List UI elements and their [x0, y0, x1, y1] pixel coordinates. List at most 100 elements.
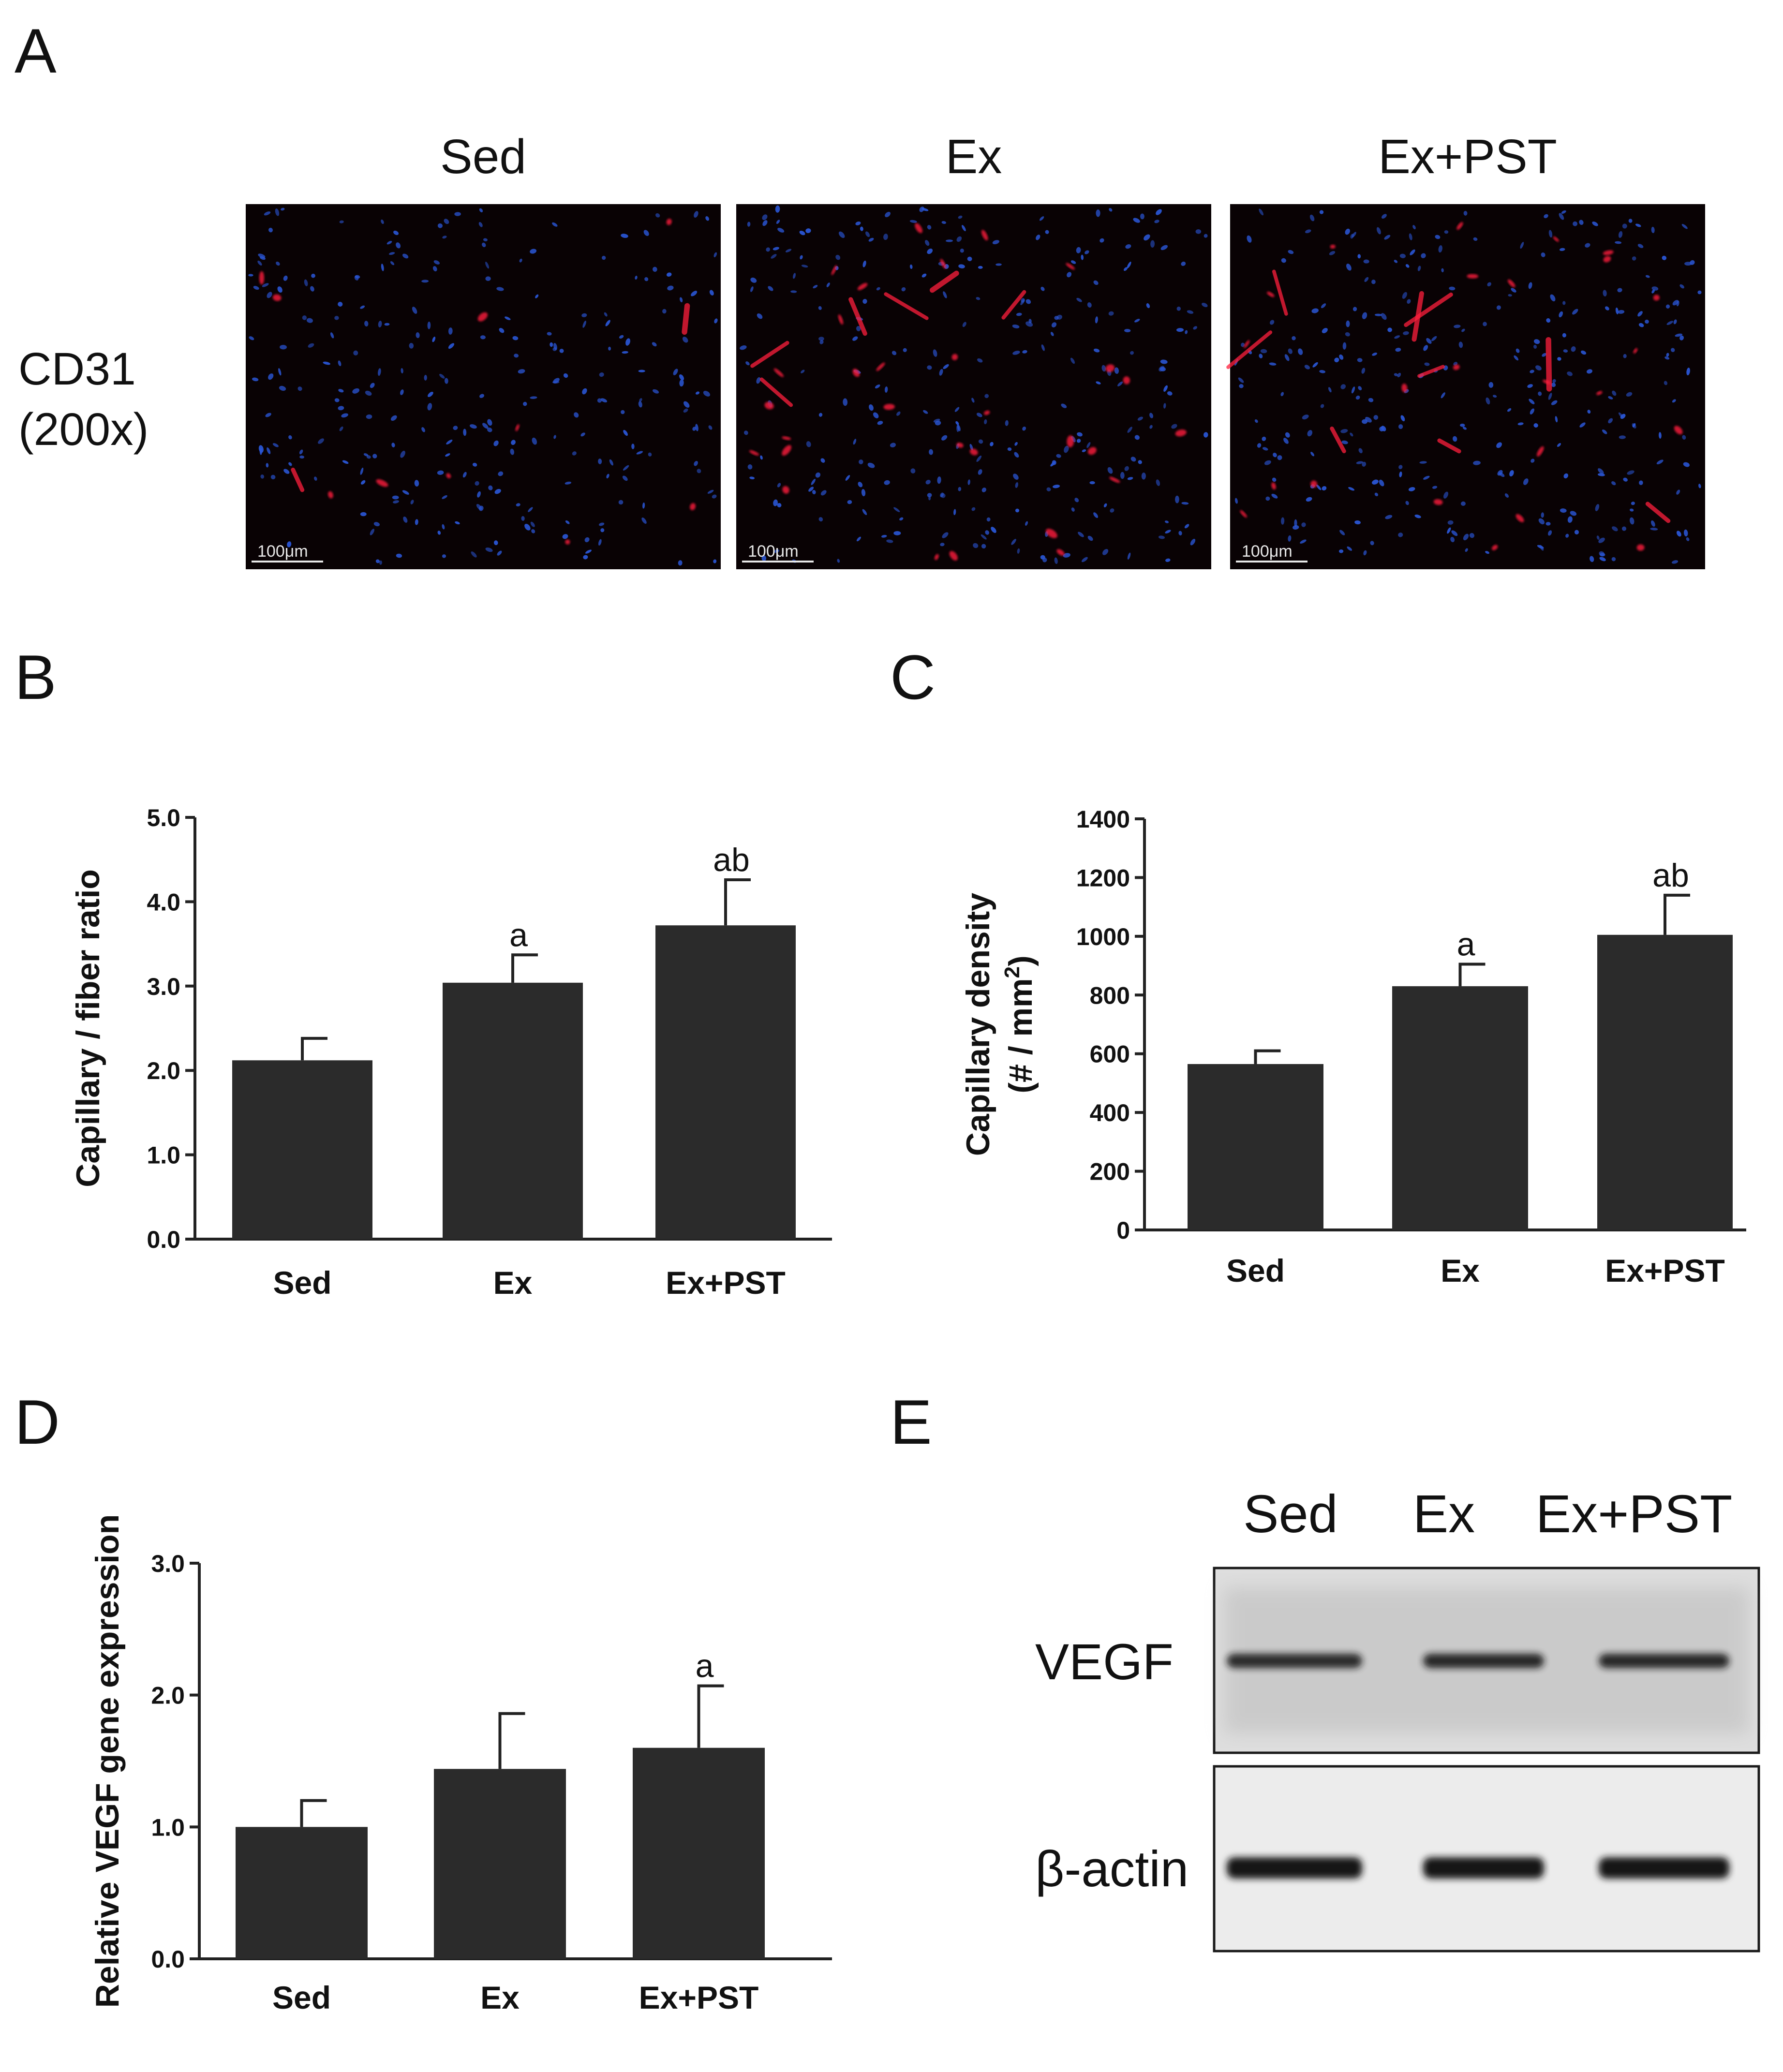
micrograph-title: Sed	[440, 130, 526, 184]
nucleus-dot	[1321, 303, 1326, 309]
nucleus-dot	[1638, 323, 1644, 327]
nucleus-dot	[1311, 308, 1319, 313]
nucleus-dot	[838, 231, 845, 238]
cd31-spot	[272, 294, 282, 301]
nucleus-dot	[1063, 553, 1070, 558]
nucleus-dot	[986, 517, 991, 522]
nucleus-dot	[1362, 419, 1368, 424]
nucleus-dot	[1530, 459, 1535, 463]
nucleus-dot	[338, 360, 342, 367]
nucleus-dot	[1007, 447, 1012, 451]
nucleus-dot	[868, 404, 874, 411]
nucleus-dot	[1622, 223, 1627, 229]
y-tick-label: 3.0	[151, 1550, 185, 1577]
nucleus-dot	[402, 253, 409, 259]
cd31-vessel	[1404, 292, 1453, 327]
nucleus-dot	[1364, 277, 1369, 282]
nucleus-dot	[497, 550, 502, 556]
nucleus-dot	[1352, 307, 1357, 311]
nucleus-dot	[1487, 282, 1491, 287]
nucleus-dot	[621, 410, 625, 414]
nucleus-dot	[773, 247, 779, 251]
nucleus-dot	[1599, 551, 1605, 556]
nucleus-dot	[609, 459, 613, 466]
nucleus-dot	[801, 370, 805, 373]
nucleus-dot	[1529, 399, 1535, 404]
nucleus-dot	[1462, 427, 1467, 430]
nucleus-dot	[339, 426, 343, 431]
nucleus-dot	[1053, 485, 1060, 488]
nuclei-layer	[248, 207, 718, 566]
nucleus-dot	[1042, 558, 1047, 562]
nucleus-dot	[262, 283, 269, 287]
y-tick-label: 1000	[1076, 923, 1130, 950]
nucleus-dot	[643, 230, 649, 236]
nucleus-dot	[1149, 413, 1154, 418]
nucleus-dot	[1635, 223, 1641, 227]
nucleus-dot	[1272, 477, 1277, 482]
nucleus-dot	[806, 441, 811, 447]
nucleus-dot	[1087, 302, 1092, 308]
chart-vegf-gene-expression: 0.0 1.0 2.0 3.0 Sed Ex a Ex+PST Relative VEGF ge…	[89, 1514, 832, 2015]
nucleus-dot	[818, 337, 824, 341]
y-tick-label: 1200	[1076, 864, 1130, 891]
nucleus-dot	[801, 265, 808, 268]
cd31-spot	[949, 551, 958, 561]
nucleus-dot	[1560, 508, 1567, 513]
nucleus-dot	[1542, 353, 1547, 357]
nucleus-dot	[475, 481, 479, 486]
nucleus-dot	[1548, 530, 1552, 536]
nucleus-dot	[403, 517, 408, 523]
nucleus-dot	[768, 286, 773, 291]
nucleus-dot	[455, 521, 460, 525]
nucleus-dot	[1181, 502, 1189, 505]
nucleus-dot	[1441, 392, 1445, 399]
y-tick-label: 600	[1090, 1041, 1130, 1068]
nucleus-dot	[743, 430, 748, 435]
nucleus-dot	[1460, 501, 1466, 506]
nucleus-dot	[909, 220, 917, 223]
nucleus-dot	[364, 321, 369, 327]
nucleus-dot	[954, 407, 960, 412]
nucleus-dot	[1571, 346, 1576, 352]
nucleus-dot	[276, 261, 280, 266]
nucleus-dot	[275, 208, 280, 216]
cd31-spot	[852, 369, 860, 377]
nucleus-dot	[1599, 557, 1606, 562]
bar	[1188, 1064, 1323, 1230]
nucleus-dot	[1078, 532, 1084, 537]
nucleus-dot	[375, 559, 380, 563]
cd31-spot	[1310, 480, 1318, 488]
nucleus-dot	[1567, 516, 1573, 523]
nucleus-dot	[583, 555, 588, 560]
nucleus-dot	[1015, 508, 1020, 513]
nucleus-dot	[958, 487, 962, 491]
nucleus-dot	[1385, 515, 1393, 519]
nucleus-dot	[813, 285, 818, 289]
nucleus-dot	[1598, 468, 1604, 474]
nucleus-dot	[1160, 359, 1168, 364]
nucleus-dot	[812, 490, 816, 494]
nucleus-dot	[845, 475, 850, 481]
nucleus-dot	[1082, 449, 1086, 452]
nucleus-dot	[1370, 541, 1374, 546]
micrograph-title: Ex	[946, 130, 1002, 184]
nucleus-dot	[1176, 328, 1184, 332]
nucleus-dot	[373, 522, 380, 527]
nucleus-dot	[1175, 495, 1179, 503]
nucleus-dot	[937, 476, 941, 484]
nucleus-dot	[943, 291, 947, 298]
nucleus-dot	[530, 521, 535, 527]
nucleus-dot	[1005, 420, 1009, 426]
cd31-spot	[1507, 279, 1516, 288]
y-axis-label: Capillary density	[960, 893, 996, 1156]
nucleus-dot	[942, 532, 949, 538]
nucleus-dot	[992, 240, 999, 245]
nucleus-dot	[1185, 330, 1188, 334]
nucleus-dot	[760, 455, 763, 460]
nucleus-dot	[427, 403, 432, 411]
nucleus-dot	[252, 377, 259, 382]
nucleus-dot	[446, 439, 453, 444]
nucleus-dot	[1398, 533, 1403, 537]
nucleus-dot	[1403, 331, 1409, 335]
